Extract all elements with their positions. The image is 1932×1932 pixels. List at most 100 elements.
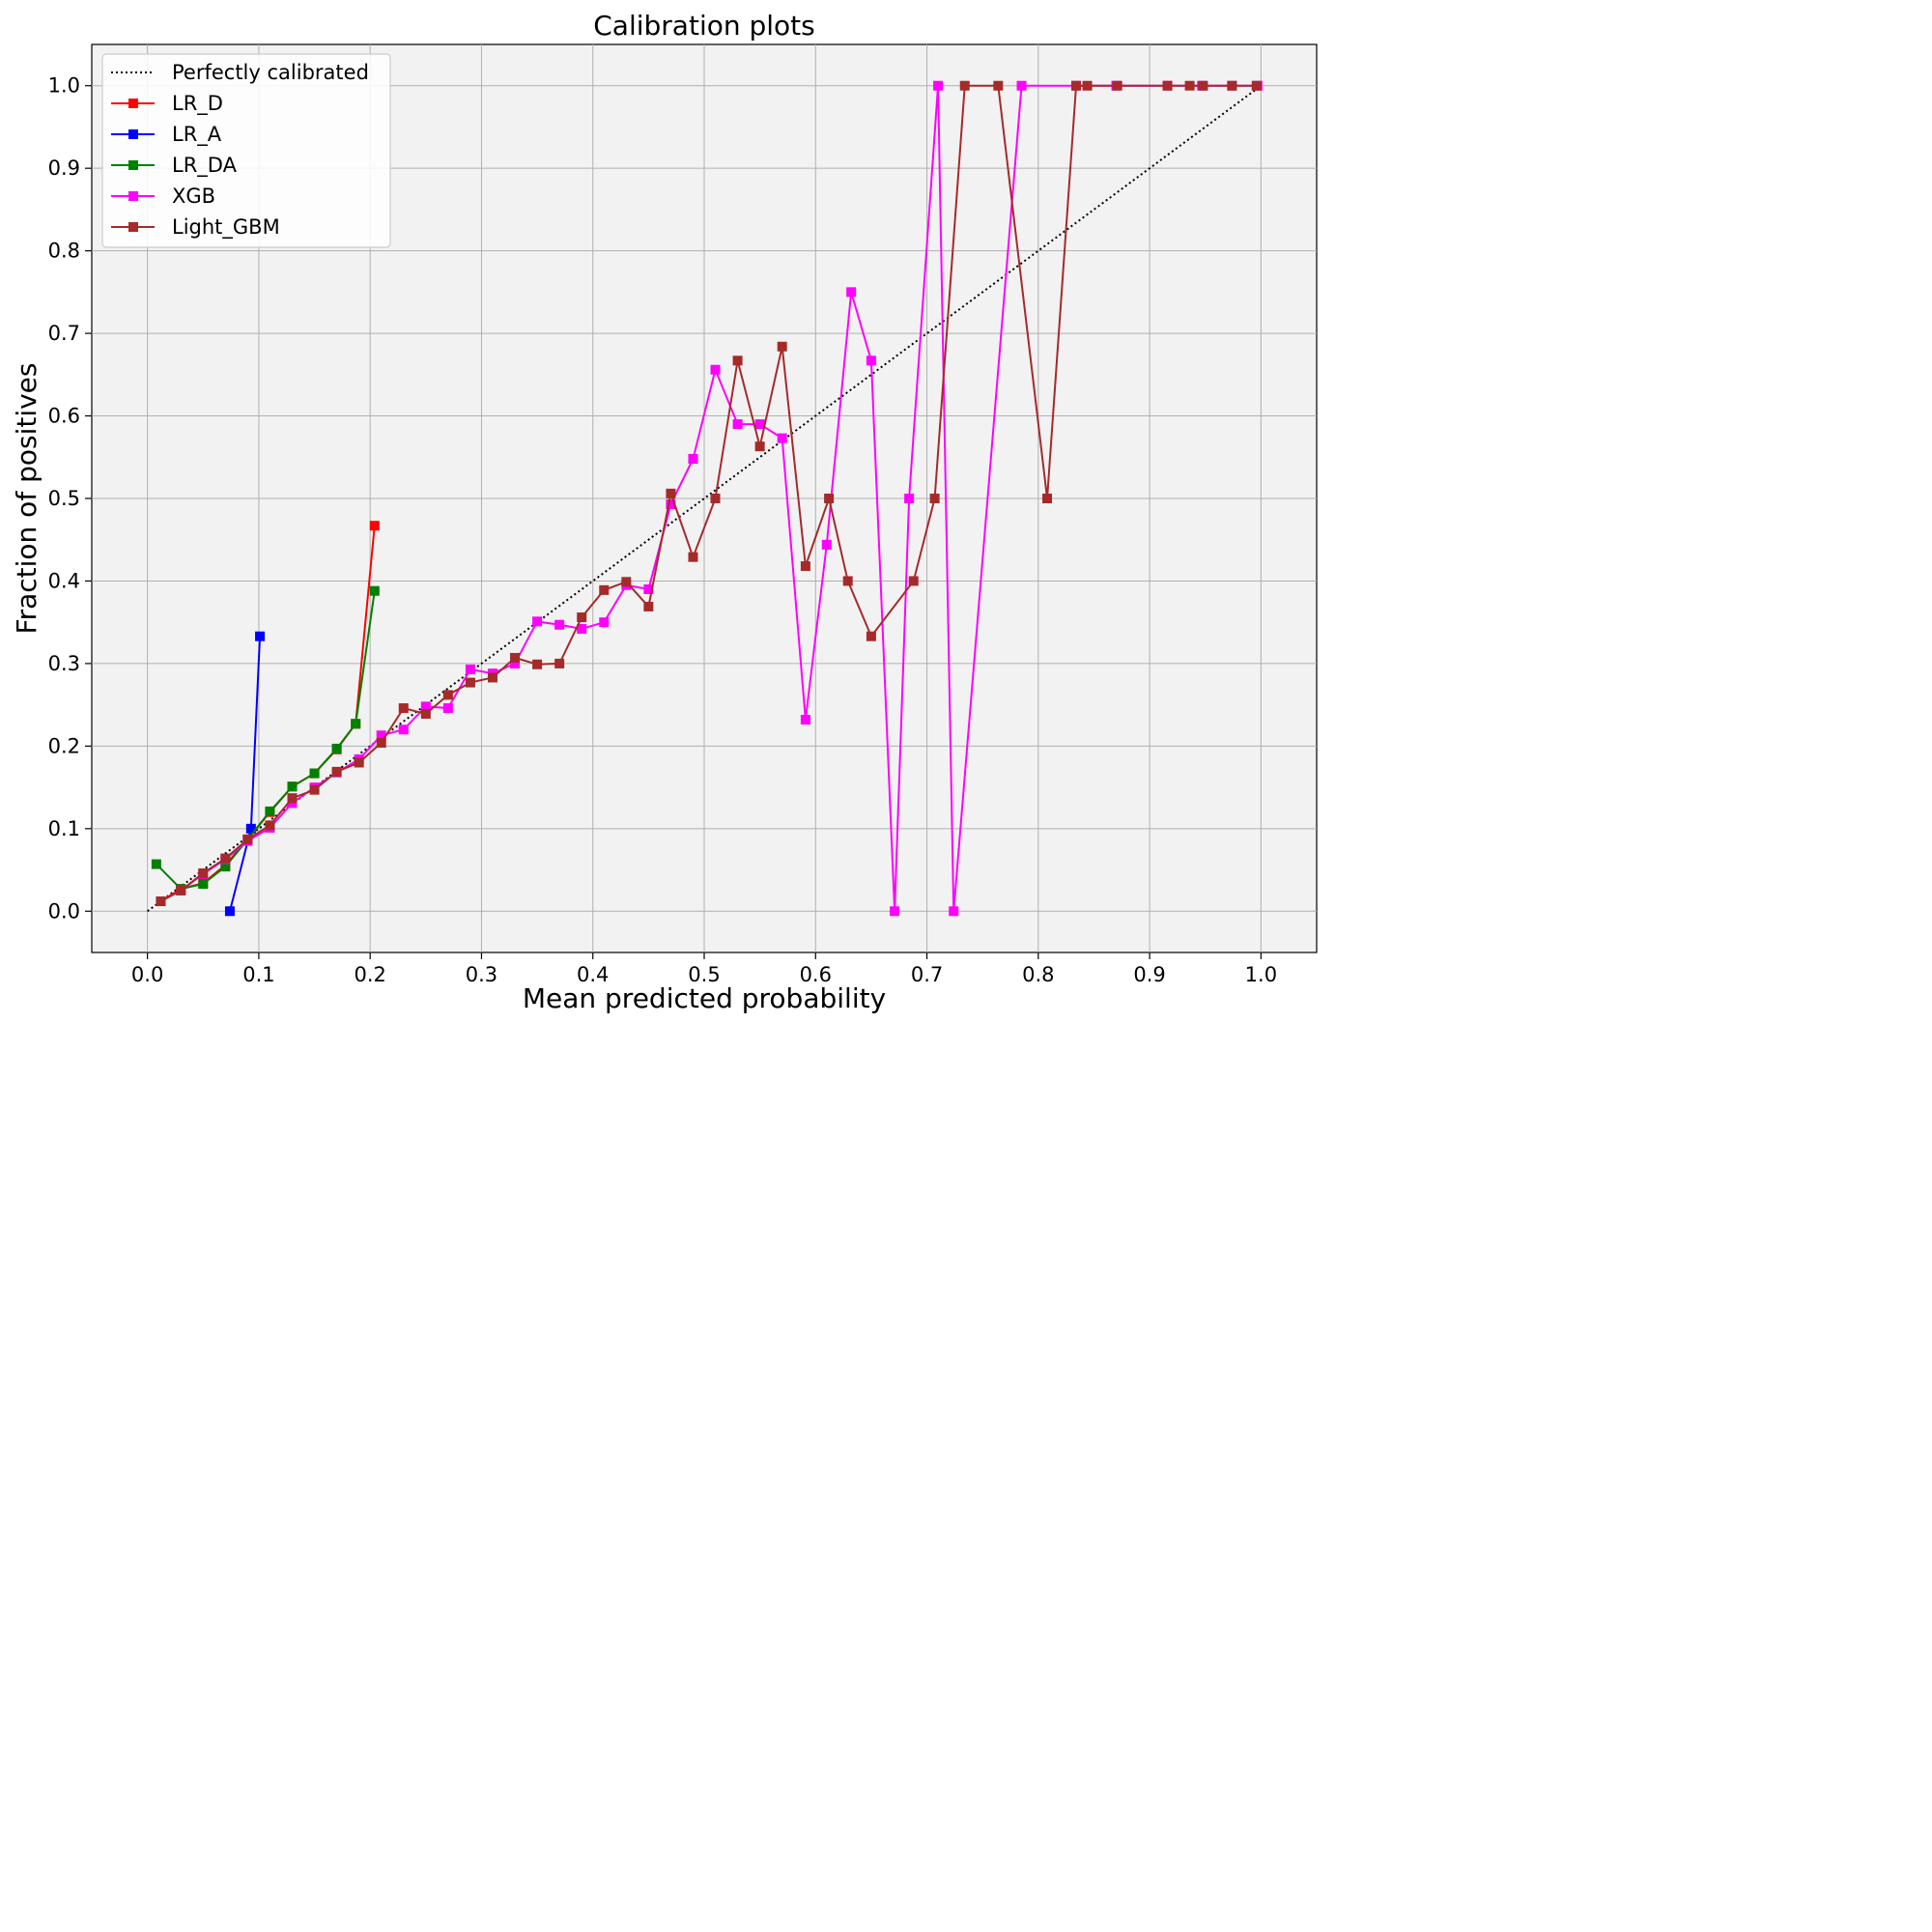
legend-box [101, 53, 391, 248]
data-point [376, 730, 386, 741]
legend-label: XGB [172, 185, 215, 208]
reference-line-layer [147, 84, 1262, 913]
y-tick-label: 0.7 [48, 322, 80, 345]
legend-item: Light_GBM [111, 215, 280, 240]
legend-swatch-marker [128, 160, 138, 170]
data-point [777, 433, 787, 443]
legend-label: Perfectly calibrated [172, 61, 369, 84]
legend-swatch-marker [128, 129, 138, 139]
data-point [465, 664, 475, 674]
data-point [732, 419, 743, 430]
data-point [532, 659, 543, 669]
x-axis-title: Mean predicted probability [523, 982, 886, 1014]
data-point [929, 494, 940, 503]
x-tick-label: 0.0 [131, 963, 163, 986]
x-tick-label: 0.7 [911, 963, 943, 986]
data-point [993, 80, 1004, 91]
data-point [1162, 80, 1173, 91]
data-point [354, 757, 364, 768]
data-point [442, 690, 453, 700]
data-point [688, 552, 698, 562]
legend: Perfectly calibrated LR_D LR_A LR_DA XGB Ligh… [101, 53, 391, 248]
data-point [442, 703, 453, 714]
y-tick-label: 0.8 [48, 240, 80, 263]
reference-line [147, 84, 1262, 913]
data-point [1184, 80, 1195, 91]
y-tick-label: 0.4 [48, 569, 80, 592]
data-point [1016, 80, 1027, 91]
data-point [842, 576, 853, 586]
data-point [351, 719, 361, 729]
y-tick-label: 0.5 [48, 487, 80, 510]
data-point [376, 737, 386, 748]
data-point [710, 494, 721, 503]
data-point [821, 539, 832, 550]
data-point [777, 341, 787, 352]
data-point [151, 859, 161, 869]
data-point [224, 906, 235, 917]
data-point [554, 658, 565, 668]
data-point [465, 677, 475, 688]
data-point [487, 672, 497, 683]
data-point [532, 616, 543, 627]
data-point [846, 287, 857, 298]
data-point [287, 781, 298, 792]
data-point [220, 862, 231, 872]
data-point [554, 619, 565, 630]
data-point [309, 768, 320, 779]
data-point [599, 617, 610, 628]
legend-swatch-marker [128, 191, 138, 201]
legend-item: LR_A [111, 123, 222, 147]
x-tick-label: 0.9 [1133, 963, 1165, 986]
x-tick-label: 1.0 [1245, 963, 1277, 986]
data-point [420, 709, 431, 720]
data-point [933, 80, 944, 91]
data-point [287, 793, 298, 804]
legend-label: LR_D [172, 92, 223, 116]
data-point [369, 585, 380, 596]
data-point [643, 584, 654, 594]
data-point [369, 521, 380, 531]
data-point [198, 879, 209, 890]
legend-label: LR_A [172, 123, 222, 147]
legend-swatch-marker [128, 222, 138, 232]
x-axis-ticks: 0.0 0.1 0.2 0.3 0.4 0.5 0.6 0.7 0.8 0.9 1.0 [131, 952, 1277, 986]
y-tick-label: 0.0 [48, 899, 80, 923]
data-point [754, 419, 765, 430]
data-point [331, 743, 342, 753]
data-point [599, 584, 610, 595]
x-tick-label: 0.4 [577, 963, 609, 986]
data-point [242, 834, 253, 844]
legend-label: Light_GBM [172, 215, 280, 240]
y-tick-label: 0.2 [48, 734, 80, 757]
data-point [621, 577, 632, 587]
data-point [1251, 80, 1262, 91]
legend-item: LR_D [111, 92, 223, 116]
data-point [949, 906, 959, 917]
y-tick-label: 1.0 [48, 74, 80, 98]
chart-title: Calibration plots [593, 10, 815, 42]
data-point [510, 652, 521, 663]
data-point [1042, 494, 1053, 503]
data-point [510, 658, 521, 668]
data-point [959, 80, 970, 91]
y-tick-label: 0.9 [48, 156, 80, 180]
y-axis-title: Fraction of positives [11, 363, 43, 635]
series-light-gbm [156, 80, 1262, 907]
data-point [1227, 80, 1237, 91]
legend-swatch-marker [128, 99, 138, 108]
data-point [1082, 80, 1093, 91]
data-point [265, 806, 275, 816]
y-axis-ticks: 0.0 0.1 0.2 0.3 0.4 0.5 0.6 0.7 0.8 0.9 1.0 [48, 74, 92, 923]
data-point [331, 766, 342, 777]
x-tick-label: 0.5 [688, 963, 720, 986]
x-tick-label: 0.6 [800, 963, 832, 986]
data-point [220, 853, 231, 864]
data-point [1071, 80, 1082, 91]
data-point [255, 631, 266, 641]
x-tick-label: 0.8 [1022, 963, 1054, 986]
legend-item: Perfectly calibrated [111, 61, 369, 84]
data-point [198, 867, 209, 878]
data-point [800, 715, 810, 725]
